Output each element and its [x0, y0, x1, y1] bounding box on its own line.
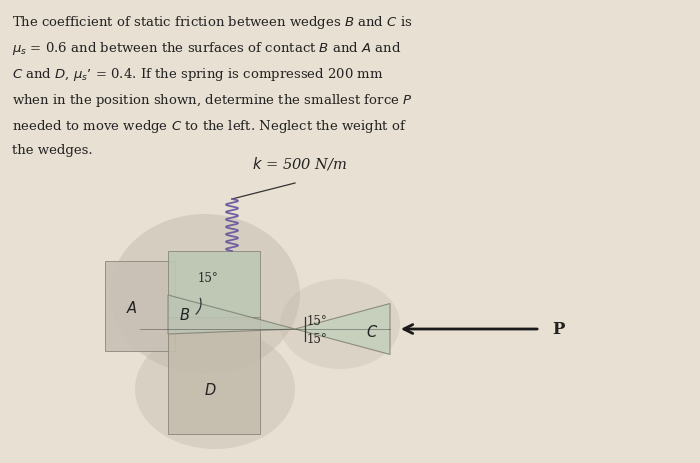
Text: $A$: $A$	[126, 300, 138, 315]
Text: $D$: $D$	[204, 381, 216, 397]
Ellipse shape	[110, 214, 300, 374]
Ellipse shape	[135, 329, 295, 449]
Text: 15°: 15°	[307, 332, 328, 345]
Text: The coefficient of static friction between wedges $B$ and $C$ is: The coefficient of static friction betwe…	[12, 14, 412, 31]
Text: 15°: 15°	[198, 271, 218, 284]
Text: 15°: 15°	[307, 314, 328, 327]
Text: when in the position shown, determine the smallest force $P$: when in the position shown, determine th…	[12, 92, 412, 109]
Text: the wedges.: the wedges.	[12, 144, 92, 156]
Text: $C$: $C$	[366, 323, 378, 339]
Text: $k$ = 500 N/m: $k$ = 500 N/m	[253, 155, 348, 172]
Text: needed to move wedge $C$ to the left. Neglect the weight of: needed to move wedge $C$ to the left. Ne…	[12, 118, 407, 135]
Text: $\mu_s$ = 0.6 and between the surfaces of contact $B$ and $A$ and: $\mu_s$ = 0.6 and between the surfaces o…	[12, 40, 401, 57]
Ellipse shape	[280, 279, 400, 369]
Polygon shape	[295, 304, 390, 355]
Polygon shape	[168, 251, 260, 319]
Polygon shape	[168, 295, 295, 334]
Text: $C$ and $D$, $\mu_s$’ = 0.4. If the spring is compressed 200 mm: $C$ and $D$, $\mu_s$’ = 0.4. If the spri…	[12, 66, 384, 83]
Text: P: P	[552, 321, 564, 338]
Polygon shape	[168, 317, 260, 434]
Text: $B$: $B$	[179, 307, 190, 322]
Polygon shape	[105, 262, 175, 351]
